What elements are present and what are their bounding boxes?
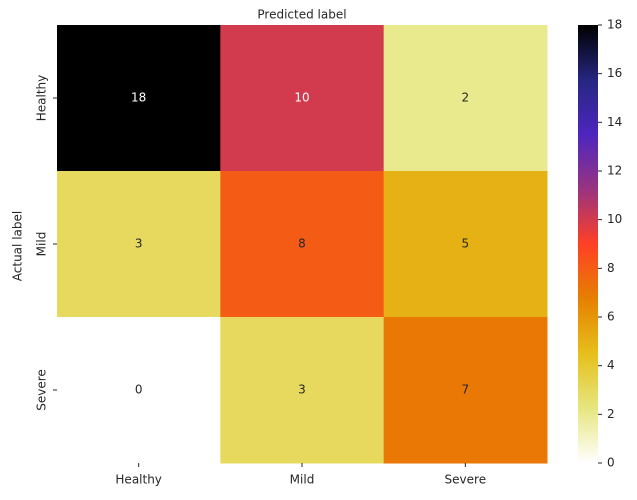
colorbar-tick-label: 6 [607,310,615,324]
y-tick-label: Mild [35,232,49,257]
x-tick-label: Mild [290,473,315,487]
cell-label: 5 [462,237,470,251]
heatmap-cell [383,25,548,172]
x-tick-label: Healthy [115,473,162,487]
y-tick-label: Severe [35,369,49,411]
heatmap-cell [57,171,221,318]
heatmap-cell [57,25,221,172]
colorbar-tick-label: 14 [607,115,622,129]
heatmap-cell [383,171,548,318]
colorbar-tick-label: 8 [607,261,615,275]
cell-label: 7 [462,383,470,397]
colorbar [578,25,598,463]
colorbar-tick-label: 12 [607,164,622,178]
cell-label: 2 [462,91,470,105]
y-axis-label: Actual label [11,211,25,281]
colorbar-tick-label: 18 [607,18,622,32]
heatmap-cell [220,25,385,172]
heatmap-cell [220,171,385,318]
colorbar-tick-label: 16 [607,66,622,80]
cell-label: 0 [135,383,143,397]
x-axis-label: Predicted label [257,8,346,22]
cell-label: 18 [131,91,146,105]
colorbar-tick-label: 4 [607,358,615,372]
heatmap-cell [383,317,548,464]
cell-label: 3 [135,237,143,251]
cell-label: 10 [294,91,309,105]
colorbar-tick-label: 0 [607,456,615,470]
heatmap-cell [220,317,385,464]
heatmap-cell [57,317,221,464]
cell-label: 3 [298,383,306,397]
colorbar-tick-label: 2 [607,407,615,421]
cell-label: 8 [298,237,306,251]
y-tick-label: Healthy [35,75,49,122]
x-tick-label: Severe [445,473,487,487]
colorbar-tick-label: 10 [607,212,622,226]
